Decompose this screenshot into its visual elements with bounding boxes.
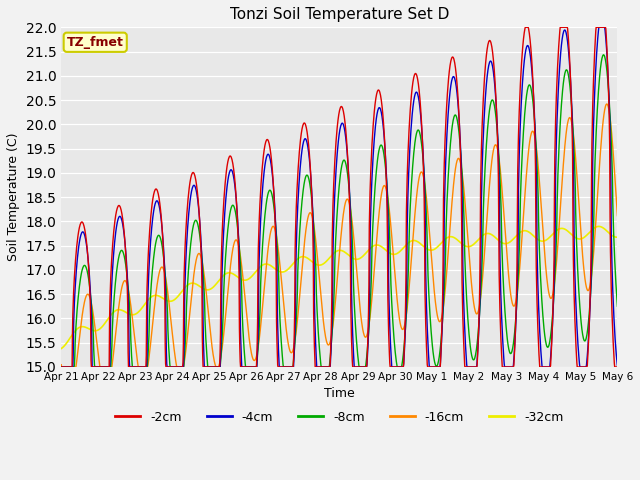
Legend: -2cm, -4cm, -8cm, -16cm, -32cm: -2cm, -4cm, -8cm, -16cm, -32cm xyxy=(110,406,568,429)
Y-axis label: Soil Temperature (C): Soil Temperature (C) xyxy=(7,133,20,262)
Text: TZ_fmet: TZ_fmet xyxy=(67,36,124,49)
X-axis label: Time: Time xyxy=(324,387,355,400)
Title: Tonzi Soil Temperature Set D: Tonzi Soil Temperature Set D xyxy=(230,7,449,22)
